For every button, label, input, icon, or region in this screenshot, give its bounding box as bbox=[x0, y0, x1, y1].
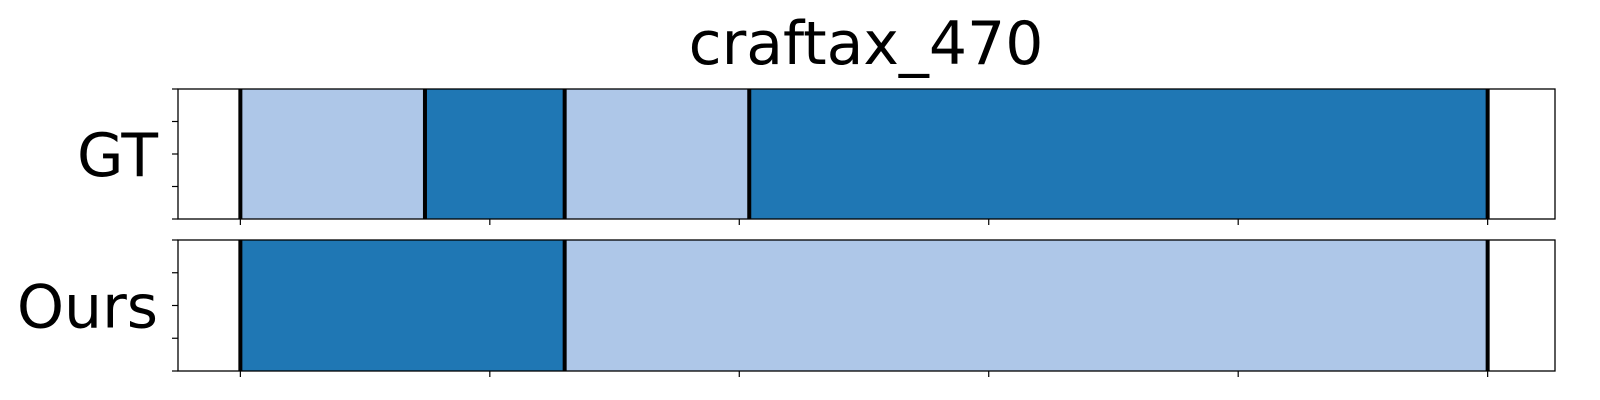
segment-0-1 bbox=[424, 89, 565, 219]
segment-0-3 bbox=[749, 89, 1488, 219]
row-panel-0: GT bbox=[77, 88, 1556, 225]
row-label-1: Ours bbox=[17, 273, 158, 343]
row-label-0: GT bbox=[77, 121, 158, 191]
chart-title: craftax_470 bbox=[689, 9, 1044, 79]
rows-layer: GT Ours bbox=[17, 88, 1556, 377]
segment-0-0 bbox=[240, 89, 425, 219]
row-panel-1: Ours bbox=[17, 239, 1556, 377]
segment-1-0 bbox=[240, 240, 565, 371]
segment-0-2 bbox=[564, 89, 750, 219]
segment-1-1 bbox=[564, 240, 1488, 371]
